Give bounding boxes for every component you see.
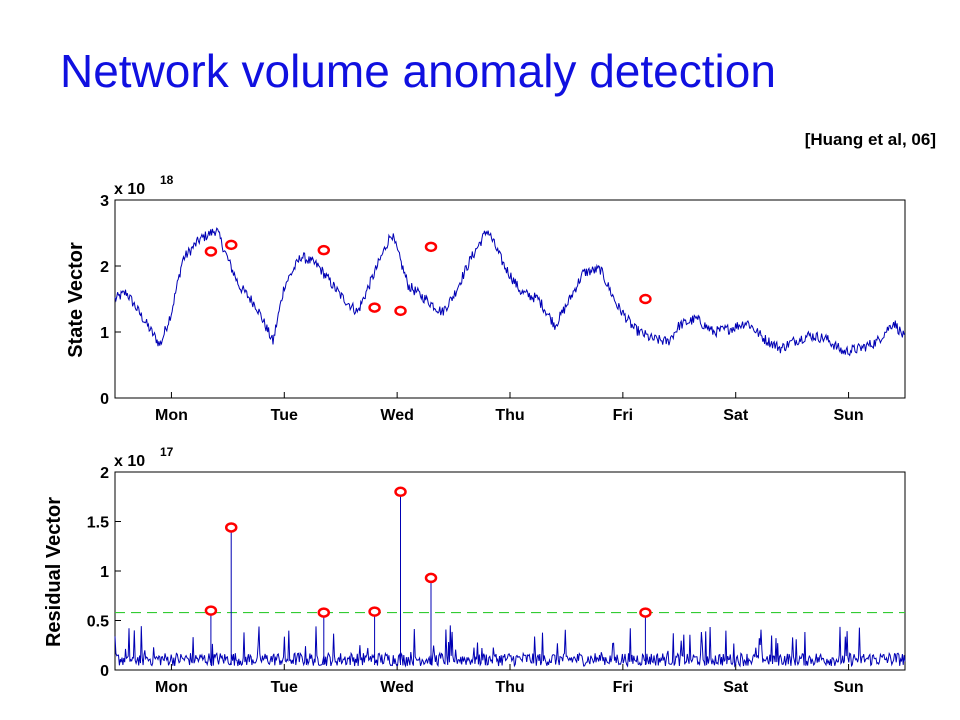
y-tick-label: 1.5 [87, 515, 109, 532]
residual-ylabel: Residual Vector [43, 497, 65, 647]
residual-exponent-power: 17 [160, 445, 174, 459]
x-tick-label: Thu [495, 407, 524, 424]
residual-vector-chart: Residual Vector x 10 17 0 0.5 1 1.5 2 Mon Tue… [43, 445, 906, 696]
residual-anomaly-markers [204, 486, 652, 618]
state-x-ticks: Mon Tue Wed Thu Fri Sat Sun [155, 392, 864, 424]
y-tick-label: 1 [100, 325, 109, 342]
anomaly-marker [317, 607, 331, 618]
x-tick-label: Sun [833, 679, 863, 696]
anomaly-marker [394, 486, 407, 498]
y-tick-label: 2 [100, 259, 109, 276]
anomaly-marker [424, 241, 438, 253]
x-tick-label: Mon [155, 679, 188, 696]
anomaly-marker [204, 246, 218, 257]
x-tick-label: Tue [271, 679, 298, 696]
y-tick-label: 2 [100, 465, 109, 482]
y-tick-label: 0.5 [87, 614, 109, 631]
anomaly-marker [368, 302, 381, 313]
state-series-line [114, 227, 906, 357]
x-tick-label: Sun [833, 407, 863, 424]
y-tick-label: 1 [100, 564, 109, 581]
x-tick-label: Sat [723, 679, 749, 696]
anomaly-marker [639, 607, 652, 618]
y-tick-label: 0 [100, 663, 109, 680]
residual-y-ticks: 0 0.5 1 1.5 2 [87, 465, 121, 680]
citation: [Huang et al, 06] [804, 130, 936, 149]
anomaly-marker [394, 305, 407, 317]
x-tick-label: Mon [155, 407, 188, 424]
x-tick-label: Wed [380, 407, 413, 424]
anomaly-marker [224, 522, 238, 533]
state-y-ticks: 0 1 2 3 [100, 193, 121, 408]
x-tick-label: Thu [495, 679, 524, 696]
x-tick-label: Fri [613, 679, 633, 696]
anomaly-marker [639, 293, 652, 305]
state-anomaly-markers [204, 239, 652, 317]
y-tick-label: 3 [100, 193, 109, 210]
state-vector-chart: State Vector x 10 18 0 1 2 3 Mon Tue Wed Thu Fr… [65, 173, 906, 424]
residual-x-ticks: Mon Tue Wed Thu Fri Sat Sun [155, 664, 864, 696]
residual-plot-frame [114, 471, 906, 671]
state-exponent-base: x 10 [114, 181, 145, 198]
anomaly-marker [424, 572, 438, 584]
x-tick-label: Tue [271, 407, 298, 424]
residual-exponent-base: x 10 [114, 453, 145, 470]
x-tick-label: Sat [723, 407, 749, 424]
state-exponent-power: 18 [160, 173, 174, 187]
anomaly-marker [204, 605, 218, 616]
state-plot-frame [114, 199, 906, 399]
y-tick-label: 0 [100, 391, 109, 408]
slide-title: Network volume anomaly detection [60, 45, 776, 97]
residual-series-line [114, 491, 906, 668]
anomaly-marker [317, 244, 331, 256]
state-ylabel: State Vector [65, 242, 87, 358]
anomaly-marker [368, 606, 381, 617]
x-tick-label: Wed [380, 679, 413, 696]
x-tick-label: Fri [613, 407, 633, 424]
anomaly-marker [224, 239, 238, 251]
